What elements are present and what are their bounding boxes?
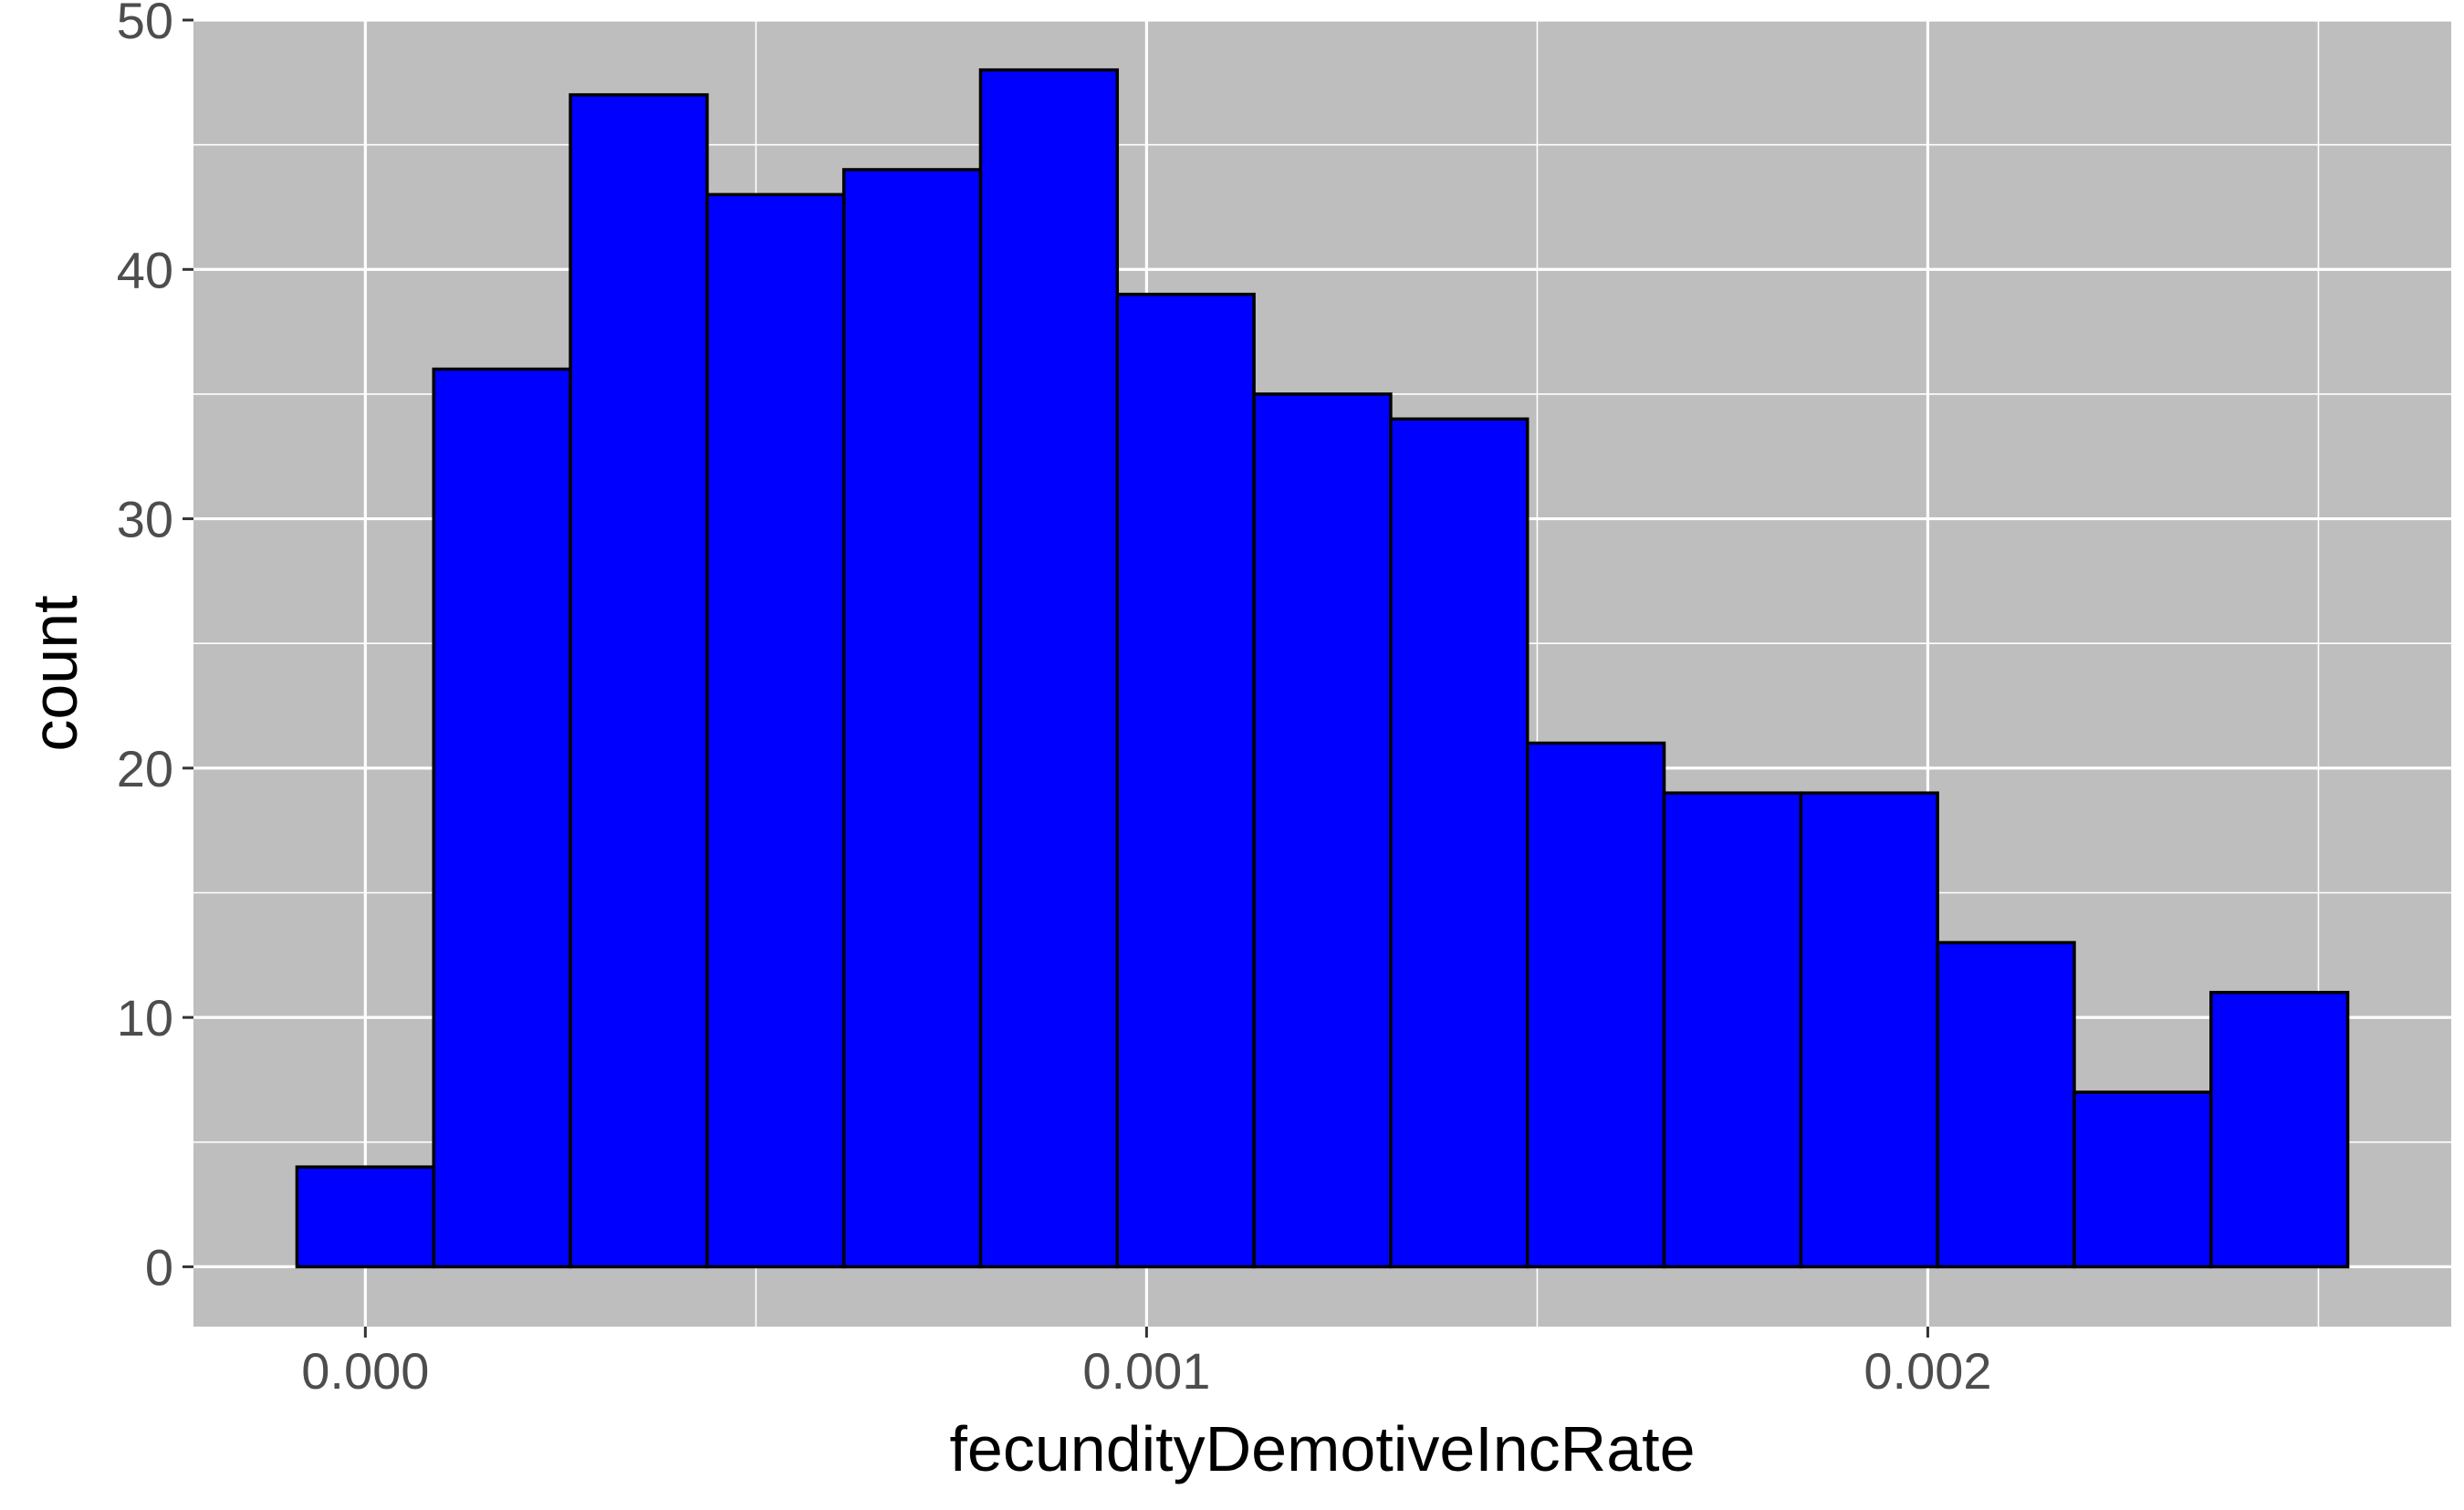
histogram-bar	[1115, 292, 1256, 1269]
y-tick-label: 20	[117, 740, 173, 797]
histogram-bar	[841, 168, 983, 1269]
x-tick-label: 0.002	[1864, 1342, 1991, 1400]
x-axis-title: fecundityDemotiveIncRate	[949, 1413, 1695, 1484]
histogram-bar	[1662, 791, 1803, 1269]
x-tick-label: 0.000	[301, 1342, 429, 1400]
y-axis-title: count	[19, 595, 90, 751]
histogram-bar	[1389, 417, 1530, 1269]
y-tick-label: 40	[117, 241, 173, 298]
histogram-bar	[2072, 1090, 2213, 1269]
histogram-bar	[978, 68, 1120, 1269]
histogram-bar	[705, 193, 846, 1269]
y-tick-label: 0	[145, 1238, 173, 1296]
histogram-bar	[1799, 791, 1939, 1269]
histogram-bars	[295, 68, 2350, 1269]
histogram-bar	[1525, 741, 1666, 1269]
y-tick-label: 50	[117, 0, 173, 49]
histogram-bar	[569, 93, 709, 1269]
histogram-bar	[295, 1165, 435, 1269]
y-tick-label: 10	[117, 989, 173, 1047]
histogram-bar	[1936, 941, 2076, 1269]
histogram-bar	[1252, 392, 1393, 1269]
x-axis: 0.000 0.001 0.002	[301, 1327, 1992, 1400]
y-tick-label: 30	[117, 491, 173, 548]
histogram-bar	[432, 367, 572, 1269]
x-tick-label: 0.001	[1082, 1342, 1210, 1400]
histogram-bar	[2209, 991, 2350, 1269]
y-axis: 0 10 20 30 40 50	[117, 0, 193, 1296]
